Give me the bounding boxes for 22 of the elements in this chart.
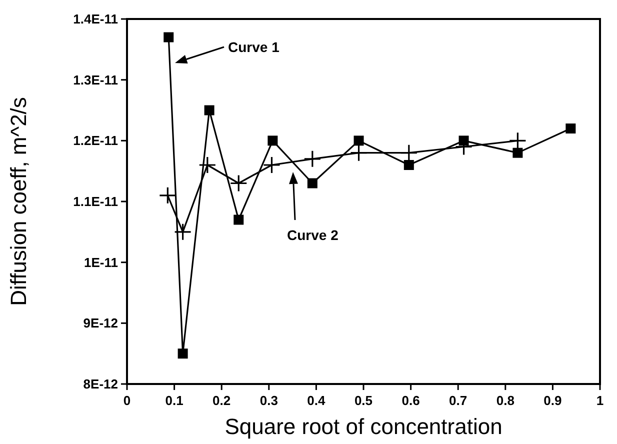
y-tick-label: 8E-12	[83, 376, 118, 392]
x-tick-label: 0.7	[449, 393, 468, 408]
annotation: Curve 1	[228, 39, 280, 55]
x-tick-label: 0.4	[307, 393, 326, 408]
x-tick-label: 0.9	[544, 393, 562, 408]
annotation: Curve 2	[287, 227, 339, 244]
y-tick-label: 9E-12	[83, 316, 118, 331]
y-axis-title: Diffusion coeff, m^2/s	[6, 97, 31, 306]
x-tick-label: 0.2	[212, 393, 231, 408]
x-tick-label: 0.3	[260, 393, 278, 408]
x-axis-title: Square root of concentration	[224, 414, 502, 439]
x-tick-label: 0.5	[354, 393, 373, 408]
x-tick-label: 0	[123, 393, 131, 408]
y-tick-label: 1.3E-11	[73, 72, 118, 88]
y-tick-label: 1.2E-11	[73, 133, 118, 148]
y-tick-label: 1E-11	[84, 254, 118, 270]
x-tick-label: 0.8	[496, 393, 514, 408]
y-tick-label: 1.1E-11	[73, 194, 118, 210]
x-tick-label: 1	[596, 393, 604, 408]
y-tick-label: 1.4E-11	[73, 12, 118, 27]
x-tick-label: 0.6	[402, 393, 420, 408]
x-tick-label: 0.1	[165, 393, 184, 408]
